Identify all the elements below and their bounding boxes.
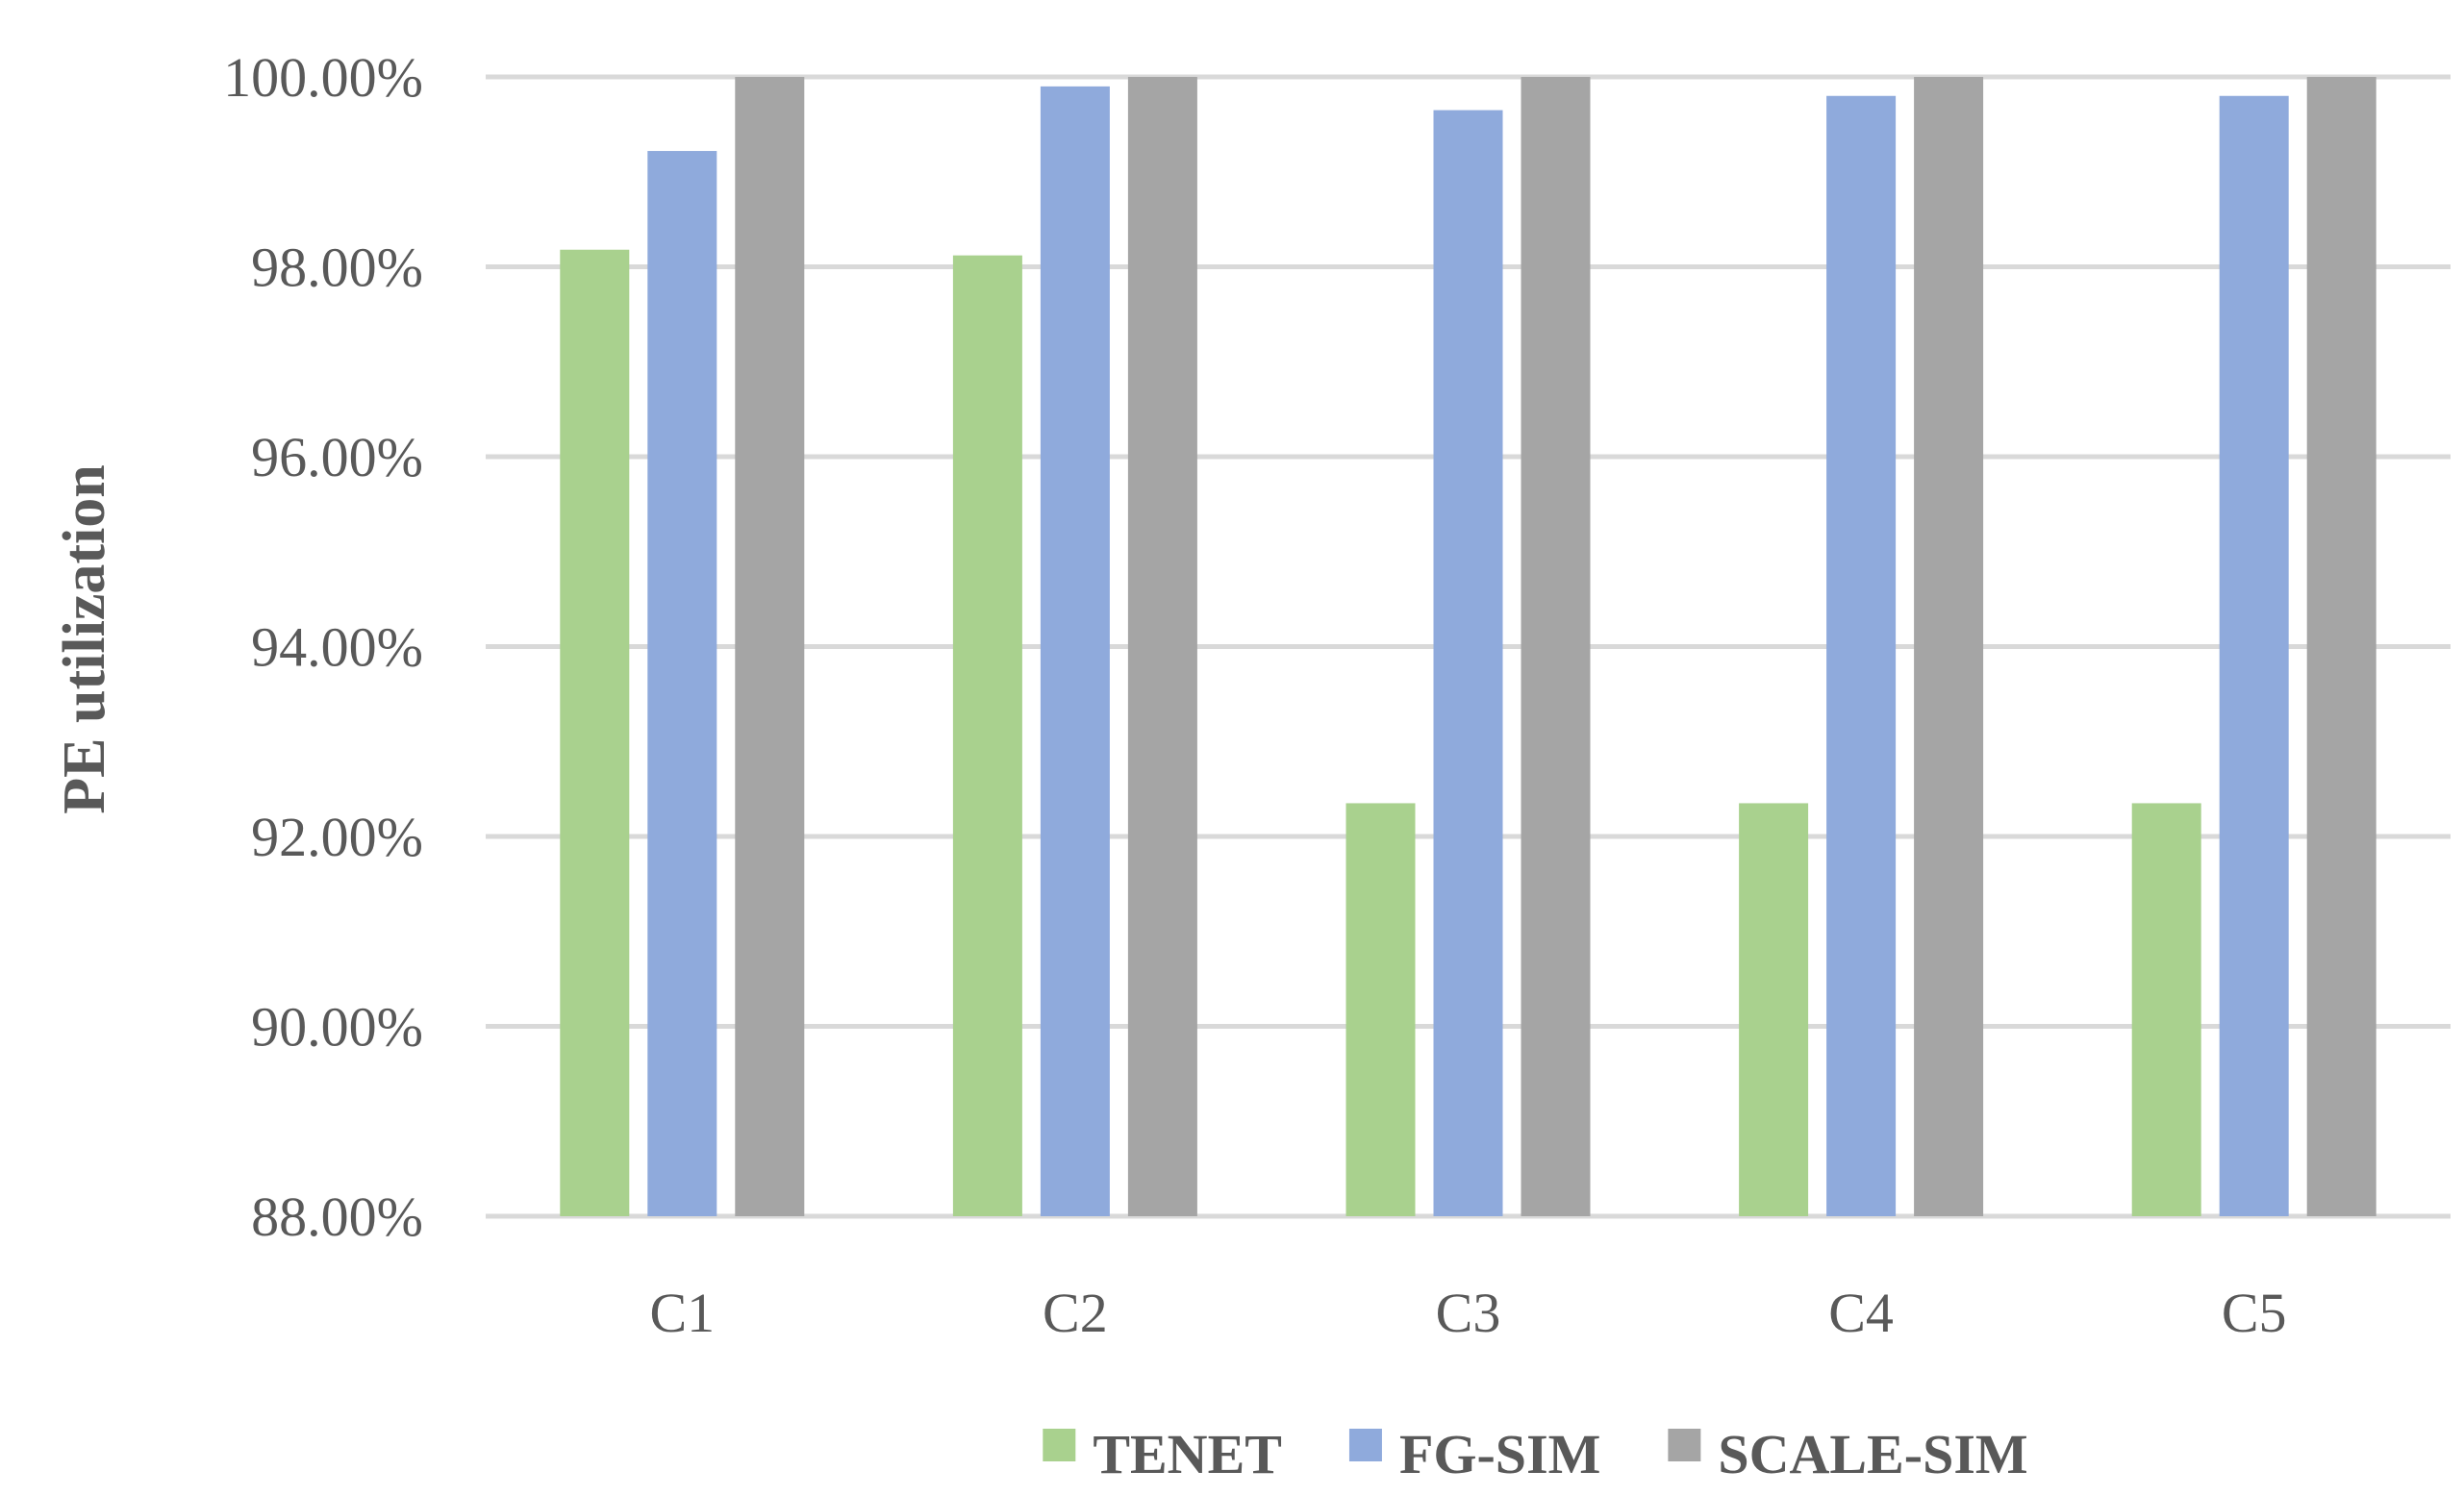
x-tick-label-c3: C3 [1436,1282,1501,1344]
legend-label-scale-sim: SCALE-SIM [1718,1423,2027,1485]
y-tick-label: 96.00% [251,426,423,488]
bar-scale-sim-c2 [1127,77,1197,1216]
y-tick-label: 92.00% [251,806,423,868]
legend-swatch-fg-sim [1348,1429,1382,1461]
x-tick-label-c5: C5 [2222,1282,2287,1344]
legend: TENET FG-SIM SCALE-SIM [1043,1423,2028,1485]
bar-tenet-c3 [1345,803,1416,1216]
y-tick-label: 88.00% [251,1185,423,1248]
x-tick-label-c4: C4 [1828,1282,1894,1344]
y-tick-label: 94.00% [251,616,423,679]
bars [560,77,2376,1217]
bar-fg-sim-c5 [2219,95,2289,1216]
bar-tenet-c4 [1739,803,1809,1216]
bar-scale-sim-c3 [1521,77,1591,1216]
legend-label-tenet: TENET [1093,1423,1282,1485]
bar-fg-sim-c4 [1826,95,1897,1216]
y-axis-ticks: 88.00% 90.00% 92.00% 94.00% 96.00% 98.00% 100.… [223,46,423,1248]
bar-tenet-c2 [952,255,1022,1216]
bar-tenet-c1 [560,249,630,1217]
y-tick-label: 98.00% [251,237,423,299]
bar-scale-sim-c4 [1914,77,1984,1216]
y-axis-label: PE utilization [52,464,117,813]
bar-scale-sim-c5 [2306,77,2376,1216]
y-tick-label: 90.00% [251,996,423,1059]
bar-scale-sim-c1 [735,77,805,1216]
x-tick-label-c2: C2 [1043,1282,1108,1344]
legend-swatch-scale-sim [1668,1429,1701,1461]
y-tick-label: 100.00% [223,46,423,109]
bar-fg-sim-c2 [1040,86,1110,1216]
x-axis-ticks: C1 C2 C3 C4 C5 [649,1282,2286,1344]
bar-fg-sim-c1 [647,151,717,1216]
legend-label-fg-sim: FG-SIM [1399,1423,1600,1485]
bar-fg-sim-c3 [1433,110,1503,1216]
x-tick-label-c1: C1 [649,1282,715,1344]
bar-tenet-c5 [2131,803,2201,1216]
legend-swatch-tenet [1043,1429,1076,1461]
